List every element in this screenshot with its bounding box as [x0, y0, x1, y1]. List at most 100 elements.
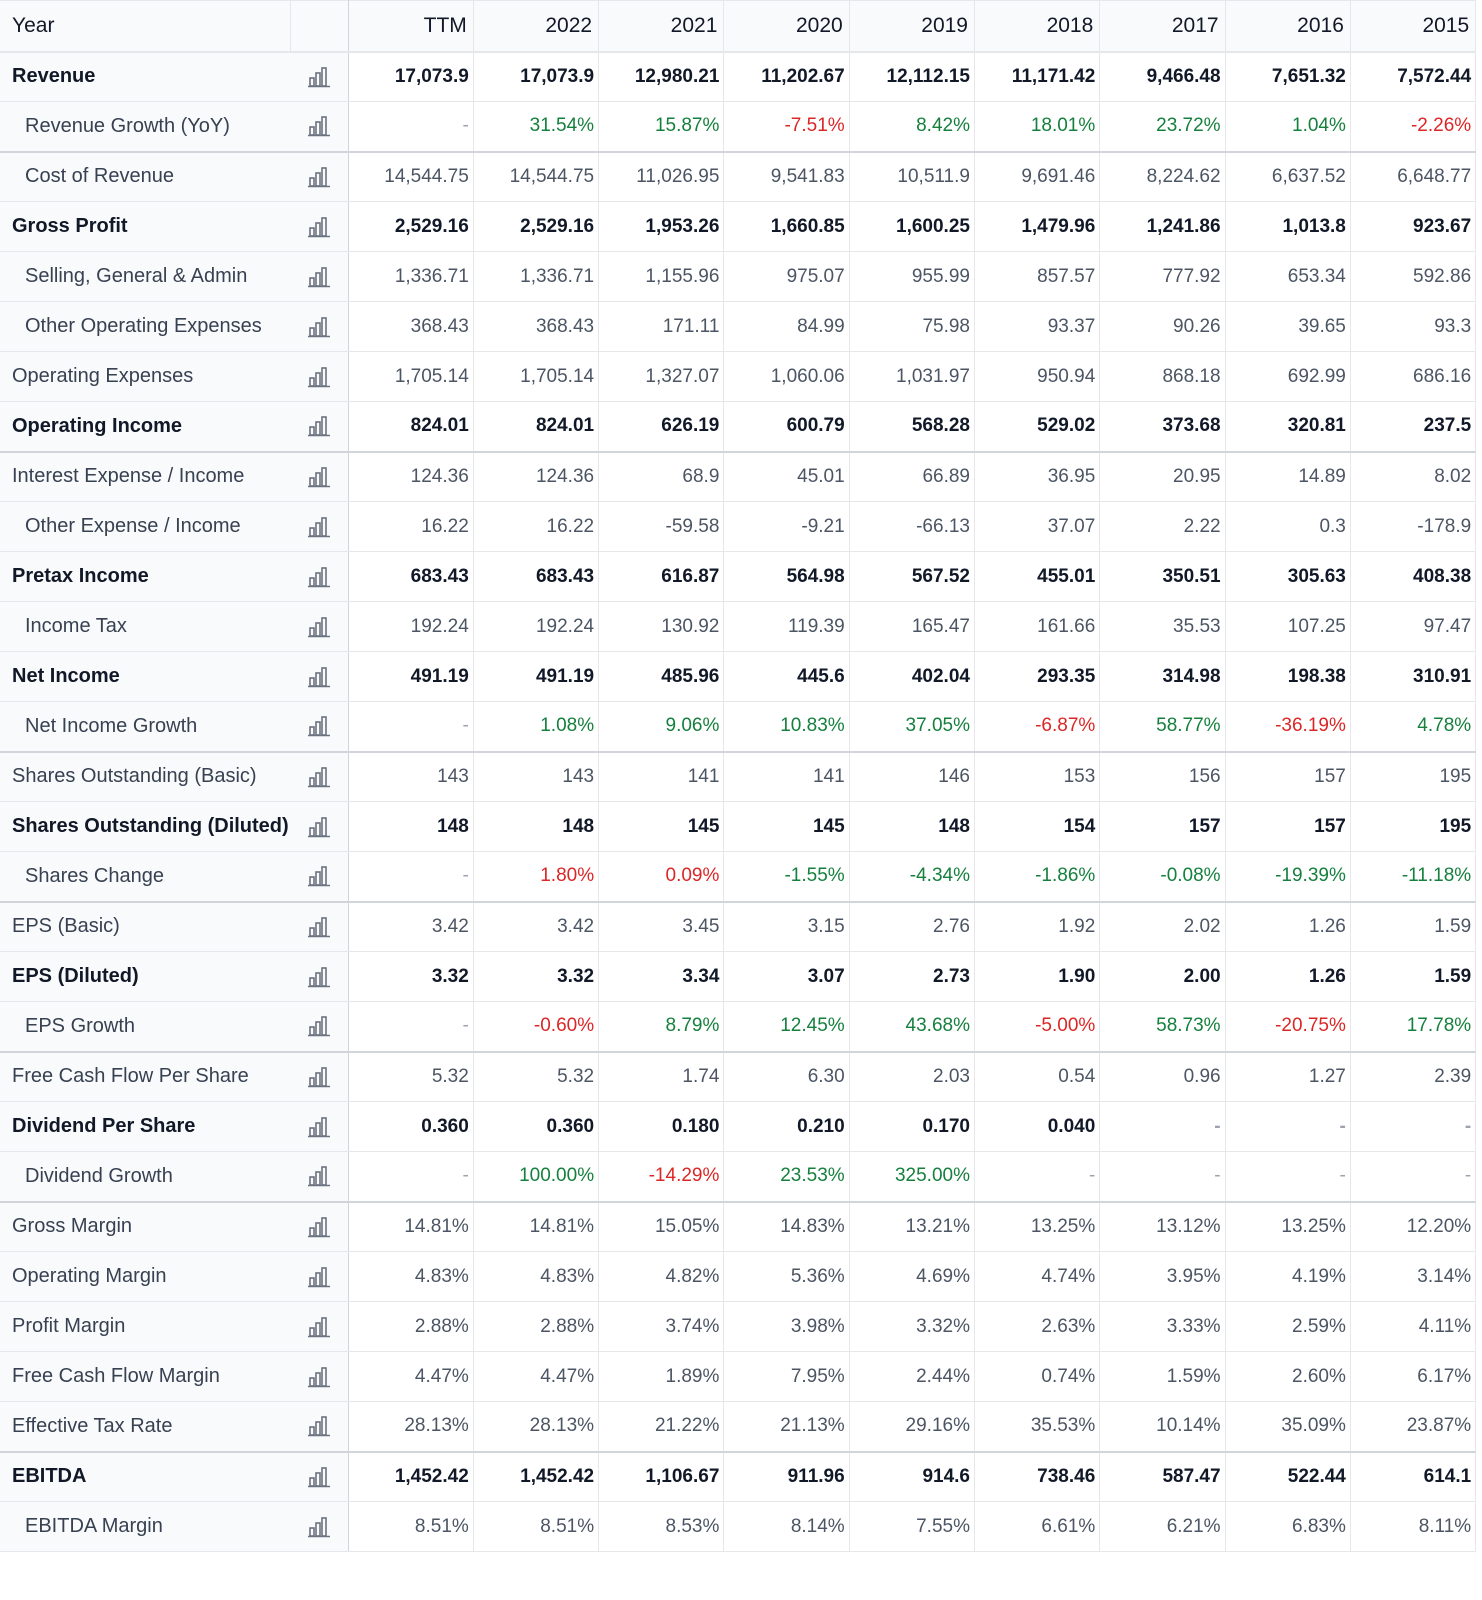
row-label: Shares Outstanding (Basic) [0, 751, 290, 802]
row-chart-button[interactable] [290, 451, 349, 502]
row-chart-button[interactable] [290, 601, 349, 652]
bar-chart-icon[interactable] [307, 1065, 331, 1089]
table-cell: 15.05% [598, 1201, 725, 1252]
row-chart-button[interactable] [290, 501, 349, 552]
row-chart-button[interactable] [290, 51, 349, 102]
bar-chart-icon[interactable] [307, 365, 331, 389]
table-row: EPS (Basic) 3.42 3.42 3.45 3.15 2.76 1.92 2.02 1… [0, 901, 1477, 952]
row-chart-button[interactable] [290, 1401, 349, 1453]
bar-chart-icon[interactable] [307, 965, 331, 989]
table-cell: 1.89% [598, 1351, 725, 1402]
table-cell: 39.65 [1225, 301, 1351, 352]
row-chart-button[interactable] [290, 1501, 349, 1552]
bar-chart-icon[interactable] [307, 265, 331, 289]
bar-chart-icon[interactable] [307, 1265, 331, 1289]
bar-chart-icon[interactable] [307, 1365, 331, 1389]
table-cell: 14.81% [473, 1201, 600, 1252]
bar-chart-icon[interactable] [307, 815, 331, 839]
bar-chart-icon[interactable] [307, 515, 331, 539]
row-chart-button[interactable] [290, 1001, 349, 1053]
year-header[interactable]: Year [0, 0, 291, 53]
row-chart-button[interactable] [290, 1151, 349, 1203]
bar-chart-icon[interactable] [307, 65, 331, 89]
column-header[interactable]: TTM [348, 0, 474, 53]
row-chart-button[interactable] [290, 251, 349, 302]
table-cell: -14.29% [598, 1151, 725, 1203]
column-header[interactable]: 2017 [1099, 0, 1226, 53]
row-chart-button[interactable] [290, 701, 349, 753]
table-cell: 12,980.21 [598, 51, 725, 102]
bar-chart-icon[interactable] [307, 414, 331, 438]
row-chart-button[interactable] [290, 1051, 349, 1102]
bar-chart-icon[interactable] [307, 864, 331, 888]
table-cell: 20.95 [1099, 451, 1226, 502]
row-chart-button[interactable] [290, 1451, 349, 1502]
bar-chart-icon[interactable] [307, 1315, 331, 1339]
table-cell: 824.01 [473, 401, 600, 453]
row-chart-button[interactable] [290, 951, 349, 1002]
row-chart-button[interactable] [290, 351, 349, 402]
table-cell: 1,155.96 [598, 251, 725, 302]
table-cell: 1.59% [1099, 1351, 1226, 1402]
bar-chart-icon[interactable] [307, 1115, 331, 1139]
table-cell: 90.26 [1099, 301, 1226, 352]
row-chart-button[interactable] [290, 1301, 349, 1352]
row-chart-button[interactable] [290, 1201, 349, 1252]
bar-chart-icon[interactable] [307, 714, 331, 738]
column-header[interactable]: 2020 [723, 0, 850, 53]
bar-chart-icon[interactable] [307, 665, 331, 689]
table-cell: 192.24 [348, 601, 474, 652]
bar-chart-icon[interactable] [307, 1014, 331, 1038]
bar-chart-icon[interactable] [307, 915, 331, 939]
table-row: Net Income 491.19 491.19 485.96 445.6 402.04 2… [0, 651, 1477, 702]
bar-chart-icon[interactable] [307, 1465, 331, 1489]
table-cell: 626.19 [598, 401, 725, 453]
bar-chart-icon[interactable] [307, 1215, 331, 1239]
table-cell: 911.96 [723, 1451, 850, 1502]
column-header[interactable]: 2016 [1225, 0, 1351, 53]
row-label: Gross Profit [0, 201, 290, 252]
column-header[interactable]: 2021 [598, 0, 725, 53]
table-cell: 368.43 [348, 301, 474, 352]
row-chart-button[interactable] [290, 301, 349, 352]
row-chart-button[interactable] [290, 901, 349, 952]
bar-chart-icon[interactable] [307, 315, 331, 339]
bar-chart-icon[interactable] [307, 215, 331, 239]
row-chart-button[interactable] [290, 151, 349, 202]
table-cell: - [1350, 1151, 1477, 1203]
table-cell: 445.6 [723, 651, 850, 702]
column-header[interactable]: 2018 [974, 0, 1101, 53]
bar-chart-icon[interactable] [307, 565, 331, 589]
row-chart-button[interactable] [290, 1251, 349, 1302]
row-chart-button[interactable] [290, 751, 349, 802]
row-chart-button[interactable] [290, 201, 349, 252]
table-cell: 17,073.9 [348, 51, 474, 102]
column-header[interactable]: 2015 [1350, 0, 1477, 53]
row-chart-button[interactable] [290, 851, 349, 903]
bar-chart-icon[interactable] [307, 165, 331, 189]
bar-chart-icon[interactable] [307, 465, 331, 489]
column-header[interactable]: 2022 [473, 0, 600, 53]
table-cell: -20.75% [1225, 1001, 1351, 1053]
row-chart-button[interactable] [290, 1351, 349, 1402]
table-cell: -1.86% [974, 851, 1101, 903]
table-cell: 93.37 [974, 301, 1101, 352]
bar-chart-icon[interactable] [307, 615, 331, 639]
bar-chart-icon[interactable] [307, 114, 331, 138]
row-chart-button[interactable] [290, 651, 349, 702]
bar-chart-icon[interactable] [307, 1515, 331, 1539]
bar-chart-icon[interactable] [307, 765, 331, 789]
bar-chart-icon[interactable] [307, 1164, 331, 1188]
row-chart-button[interactable] [290, 101, 349, 153]
table-cell: 1.04% [1225, 101, 1351, 153]
table-cell: 0.180 [598, 1101, 725, 1152]
row-chart-button[interactable] [290, 401, 349, 453]
row-chart-button[interactable] [290, 551, 349, 602]
row-chart-button[interactable] [290, 801, 349, 852]
column-header[interactable]: 2019 [849, 0, 975, 53]
row-chart-button[interactable] [290, 1101, 349, 1152]
table-row: Dividend Growth -100.00% -14.29% 23.53% 325.… [0, 1151, 1477, 1203]
bar-chart-icon[interactable] [307, 1414, 331, 1438]
table-cell: 1,031.97 [849, 351, 975, 402]
table-row: Selling, General & Admin 1,336.71 1,336.71… [0, 251, 1477, 302]
